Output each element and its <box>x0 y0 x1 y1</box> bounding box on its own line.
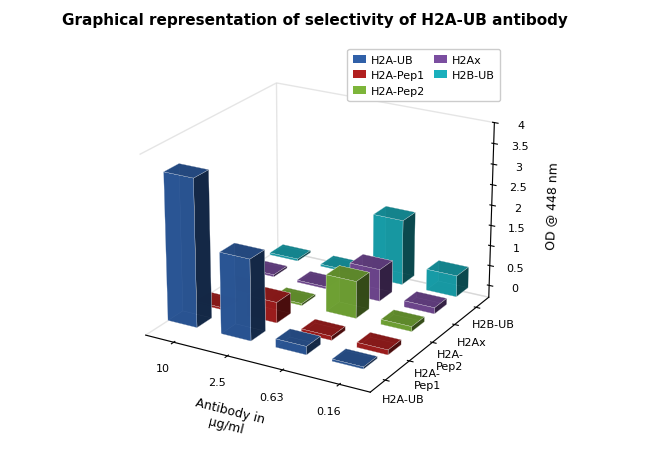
X-axis label: Antibody in
μg/ml: Antibody in μg/ml <box>190 395 266 440</box>
Legend: H2A-UB, H2A-Pep1, H2A-Pep2, H2Ax, H2B-UB: H2A-UB, H2A-Pep1, H2A-Pep2, H2Ax, H2B-UB <box>348 50 500 102</box>
Title: Graphical representation of selectivity of H2A-UB antibody: Graphical representation of selectivity … <box>62 13 568 28</box>
